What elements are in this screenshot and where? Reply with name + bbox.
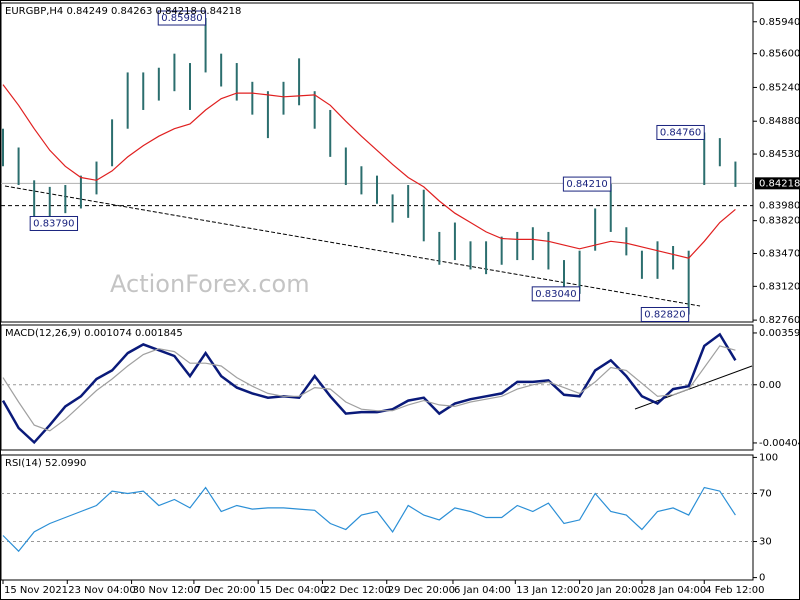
y-tick-label: 0.84530 — [759, 149, 800, 160]
y-tick-label: 100 — [759, 452, 778, 463]
series-line — [2, 486, 736, 553]
y-tick-label: 0 — [759, 573, 765, 584]
rsi-pane — [0, 454, 754, 581]
y-tick-label: 0.003598 — [759, 328, 800, 339]
x-tick-label: 28 Jan 04:00 — [643, 585, 706, 596]
pane-title: MACD(12,26,9) 0.001074 0.001845 — [5, 328, 183, 339]
annotation-box — [531, 286, 581, 302]
y-tick-label: 0.83470 — [759, 249, 800, 260]
x-tick-label: 30 Nov 12:00 — [133, 585, 200, 596]
pane-title: EURGBP,H4 0.84249 0.84263 0.84218 0.8421… — [5, 6, 241, 17]
annotation-box — [29, 215, 79, 231]
annotation-box — [640, 306, 690, 322]
y-tick-label: 0.00 — [759, 380, 781, 391]
annotation-label: 0.84210 — [566, 179, 607, 190]
y-tick-label: 70 — [759, 488, 772, 499]
series-line — [2, 345, 736, 432]
annotation-label: 0.85980 — [161, 13, 202, 24]
annotation-label: 0.82820 — [644, 309, 685, 320]
watermark: ActionForex.com — [110, 270, 310, 298]
annotation-box — [562, 176, 612, 192]
annotation-label: 0.83040 — [535, 289, 576, 300]
y-tick-label: 0.85600 — [759, 49, 800, 60]
series-line — [1, 332, 737, 445]
annotation-box — [157, 10, 207, 26]
y-tick-label: 30 — [759, 537, 772, 548]
y-tick-label: 0.82760 — [759, 315, 800, 326]
price-pane — [0, 2, 754, 323]
series-line — [2, 84, 736, 259]
x-tick-label: 15 Dec 04:00 — [259, 585, 326, 596]
x-tick-label: 4 Feb 12:00 — [705, 585, 764, 596]
macd-pane — [0, 324, 754, 451]
x-tick-label: 13 Jan 12:00 — [516, 585, 579, 596]
annotation-label: 0.84760 — [660, 127, 701, 138]
x-tick-label: 23 Nov 04:00 — [68, 585, 135, 596]
level-label: 0.83980 — [759, 201, 800, 212]
x-tick-label: 20 Jan 20:00 — [581, 585, 644, 596]
current-price-box — [755, 177, 799, 190]
x-tick-label: 29 Dec 20:00 — [388, 585, 455, 596]
pane-title: RSI(14) 52.0990 — [5, 458, 86, 469]
y-tick-label: 0.85240 — [759, 82, 800, 93]
x-tick-label: 15 Nov 2021 — [4, 585, 68, 596]
y-tick-label: 0.83120 — [759, 281, 800, 292]
annotation-box — [656, 124, 705, 140]
y-tick-label: 0.83820 — [759, 216, 800, 227]
x-tick-label: 6 Jan 04:00 — [454, 585, 511, 596]
current-price-label: 0.84218 — [759, 178, 800, 189]
y-tick-label: 0.84880 — [759, 116, 800, 127]
y-tick-label: -0.00404 — [759, 438, 800, 449]
annotation-label: 0.83790 — [33, 218, 74, 229]
y-tick-label: 0.85940 — [759, 17, 800, 28]
x-tick-label: 22 Dec 12:00 — [323, 585, 390, 596]
x-tick-label: 7 Dec 20:00 — [195, 585, 256, 596]
